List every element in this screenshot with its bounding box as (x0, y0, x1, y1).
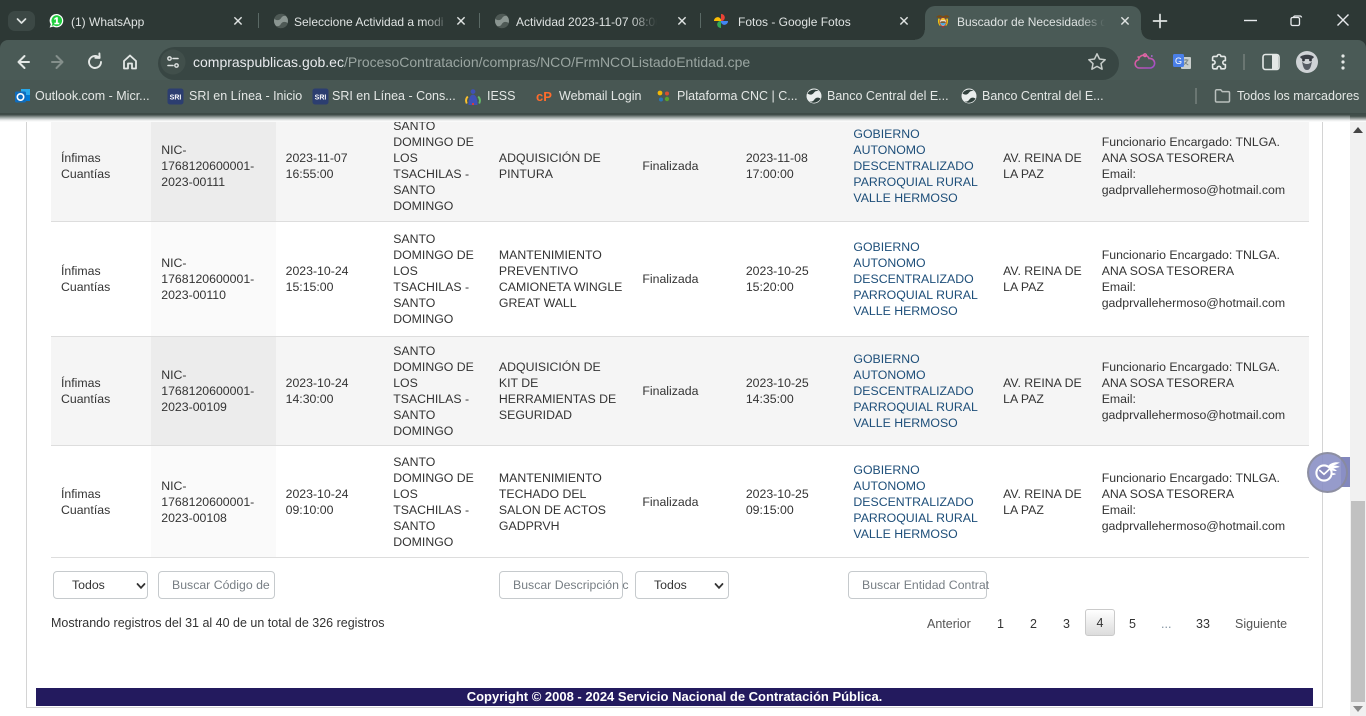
svg-text:1: 1 (54, 16, 60, 27)
svg-text:SRI: SRI (170, 95, 182, 102)
svg-text:G: G (1175, 56, 1182, 66)
svg-text:cP: cP (536, 89, 552, 104)
svg-text:SRI: SRI (315, 95, 327, 102)
